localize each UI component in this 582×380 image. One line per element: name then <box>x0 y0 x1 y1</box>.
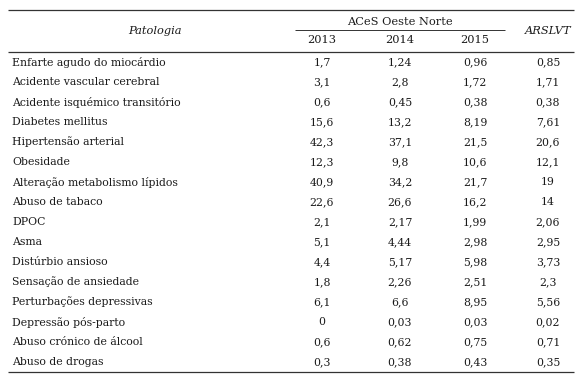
Text: 2,98: 2,98 <box>463 237 487 247</box>
Text: Abuso de tabaco: Abuso de tabaco <box>12 197 102 207</box>
Text: 15,6: 15,6 <box>310 117 334 127</box>
Text: 2015: 2015 <box>460 35 489 45</box>
Text: 19: 19 <box>541 177 555 187</box>
Text: 0,3: 0,3 <box>313 357 331 367</box>
Text: 0,75: 0,75 <box>463 337 487 347</box>
Text: Acidente isquémico transitório: Acidente isquémico transitório <box>12 97 180 108</box>
Text: 0,71: 0,71 <box>536 337 560 347</box>
Text: Sensação de ansiedade: Sensação de ansiedade <box>12 277 139 287</box>
Text: 26,6: 26,6 <box>388 197 412 207</box>
Text: 2,26: 2,26 <box>388 277 412 287</box>
Text: 21,7: 21,7 <box>463 177 487 187</box>
Text: Hipertensão arterial: Hipertensão arterial <box>12 136 124 147</box>
Text: 5,17: 5,17 <box>388 257 412 267</box>
Text: 1,72: 1,72 <box>463 77 487 87</box>
Text: 0,6: 0,6 <box>313 97 331 107</box>
Text: Alteração metabolismo lípidos: Alteração metabolismo lípidos <box>12 176 178 187</box>
Text: 5,1: 5,1 <box>313 237 331 247</box>
Text: Enfarte agudo do miocárdio: Enfarte agudo do miocárdio <box>12 57 166 68</box>
Text: 1,71: 1,71 <box>536 77 560 87</box>
Text: 21,5: 21,5 <box>463 137 487 147</box>
Text: 2,8: 2,8 <box>391 77 409 87</box>
Text: 0,45: 0,45 <box>388 97 412 107</box>
Text: 3,73: 3,73 <box>536 257 560 267</box>
Text: ARSLVT: ARSLVT <box>525 26 572 36</box>
Text: 4,44: 4,44 <box>388 237 412 247</box>
Text: 37,1: 37,1 <box>388 137 412 147</box>
Text: 0,96: 0,96 <box>463 57 487 67</box>
Text: 0,38: 0,38 <box>536 97 560 107</box>
Text: 6,6: 6,6 <box>391 297 409 307</box>
Text: 2014: 2014 <box>385 35 414 45</box>
Text: 1,24: 1,24 <box>388 57 412 67</box>
Text: 22,6: 22,6 <box>310 197 334 207</box>
Text: 12,1: 12,1 <box>536 157 560 167</box>
Text: 7,61: 7,61 <box>536 117 560 127</box>
Text: Distúrbio ansioso: Distúrbio ansioso <box>12 257 108 267</box>
Text: 8,19: 8,19 <box>463 117 487 127</box>
Text: 40,9: 40,9 <box>310 177 334 187</box>
Text: 2,06: 2,06 <box>536 217 560 227</box>
Text: 5,56: 5,56 <box>536 297 560 307</box>
Text: 2013: 2013 <box>307 35 336 45</box>
Text: 0,03: 0,03 <box>463 317 487 327</box>
Text: 0,02: 0,02 <box>536 317 560 327</box>
Text: 0: 0 <box>318 317 325 327</box>
Text: Perturbações depressivas: Perturbações depressivas <box>12 296 152 307</box>
Text: Abuso crónico de álcool: Abuso crónico de álcool <box>12 337 143 347</box>
Text: DPOC: DPOC <box>12 217 45 227</box>
Text: 34,2: 34,2 <box>388 177 412 187</box>
Text: 1,8: 1,8 <box>313 277 331 287</box>
Text: 12,3: 12,3 <box>310 157 334 167</box>
Text: 0,62: 0,62 <box>388 337 412 347</box>
Text: 10,6: 10,6 <box>463 157 487 167</box>
Text: 4,4: 4,4 <box>313 257 331 267</box>
Text: 0,38: 0,38 <box>463 97 487 107</box>
Text: 0,38: 0,38 <box>388 357 412 367</box>
Text: 0,43: 0,43 <box>463 357 487 367</box>
Text: 2,95: 2,95 <box>536 237 560 247</box>
Text: 2,1: 2,1 <box>313 217 331 227</box>
Text: 0,85: 0,85 <box>536 57 560 67</box>
Text: 14: 14 <box>541 197 555 207</box>
Text: Depressão pós-parto: Depressão pós-parto <box>12 317 125 328</box>
Text: Patologia: Patologia <box>128 26 182 36</box>
Text: Asma: Asma <box>12 237 42 247</box>
Text: Acidente vascular cerebral: Acidente vascular cerebral <box>12 77 159 87</box>
Text: 2,17: 2,17 <box>388 217 412 227</box>
Text: 0,03: 0,03 <box>388 317 412 327</box>
Text: 9,8: 9,8 <box>391 157 409 167</box>
Text: Obesidade: Obesidade <box>12 157 70 167</box>
Text: 1,7: 1,7 <box>313 57 331 67</box>
Text: 16,2: 16,2 <box>463 197 487 207</box>
Text: ACeS Oeste Norte: ACeS Oeste Norte <box>347 17 453 27</box>
Text: 0,35: 0,35 <box>536 357 560 367</box>
Text: 6,1: 6,1 <box>313 297 331 307</box>
Text: Abuso de drogas: Abuso de drogas <box>12 357 104 367</box>
Text: 13,2: 13,2 <box>388 117 412 127</box>
Text: 42,3: 42,3 <box>310 137 334 147</box>
Text: 2,3: 2,3 <box>540 277 557 287</box>
Text: Diabetes mellitus: Diabetes mellitus <box>12 117 108 127</box>
Text: 8,95: 8,95 <box>463 297 487 307</box>
Text: 3,1: 3,1 <box>313 77 331 87</box>
Text: 2,51: 2,51 <box>463 277 487 287</box>
Text: 5,98: 5,98 <box>463 257 487 267</box>
Text: 0,6: 0,6 <box>313 337 331 347</box>
Text: 1,99: 1,99 <box>463 217 487 227</box>
Text: 20,6: 20,6 <box>536 137 560 147</box>
